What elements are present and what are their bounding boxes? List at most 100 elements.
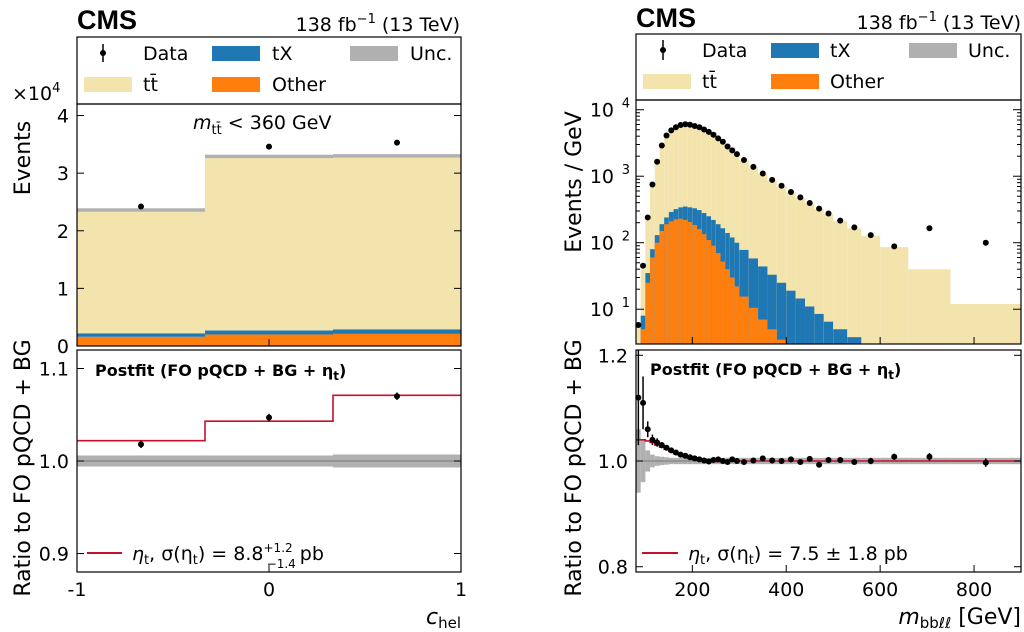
ttbar-bar [880,247,909,344]
other-bar [739,296,749,344]
ttbar-bar [795,198,806,344]
legend-ttbar-swatch-right [643,74,691,89]
model-legend-label-left: ηt, σ(ηt) = 8.8+1.2 −1.4 pb [132,541,324,571]
other-bar [687,221,693,344]
data-point [825,210,832,217]
ratio-point [806,455,813,462]
ratio-point [867,458,874,464]
right-ratio-yticks: 0.8 1.0 1.2 [598,345,1021,579]
data-point [686,121,693,128]
data-point [677,121,684,128]
ytick-label: 3 [57,163,69,185]
ytick-label: 0.8 [598,557,628,579]
ratio-point [787,456,794,463]
data-point [719,138,726,145]
other-bar [659,231,665,344]
left-top-yticks: 0 1 2 3 4 [57,106,461,358]
legend-other-label-left: Other [272,74,326,96]
data-point [710,131,717,138]
left-top-ylabel: Events [11,121,36,196]
left-ratio-yticks: 0.9 1.0 1.1 [39,359,461,566]
ttbar-bar [833,221,848,344]
ytick-label: 2 [57,221,69,243]
ttbar-bar [861,235,881,344]
ttbar-bar [758,173,768,344]
legend-ttbar-swatch-left [84,77,132,92]
tx-bar [767,274,777,344]
legend-unc-label-left: Unc. [410,43,452,65]
ratio-point [663,444,670,451]
data-point [266,143,272,150]
region-label-left: mtt̄ < 360 GeV [193,112,331,138]
data-point [797,194,804,201]
ytick-exponent: 4 [622,97,630,112]
legend-unc-label-right: Unc. [968,40,1010,62]
data-point [759,170,766,177]
ratio-point [769,457,776,464]
other-bar [715,253,721,344]
legend-box-right [635,33,1022,101]
ratio-point [691,455,698,462]
ratio-point [778,458,785,464]
other-bar [645,282,651,344]
ratio-point [266,414,272,421]
ratio-point [705,458,712,465]
data-point [787,188,794,195]
ytick-label: 0.9 [39,544,69,566]
data-point [701,126,708,133]
data-point [640,262,647,269]
ratio-point [672,449,679,456]
ratio-point [825,456,832,463]
cms-label-right: CMS [636,3,696,33]
ytick-label: 1.1 [39,359,69,381]
data-point [729,147,736,154]
other-bar [767,329,777,344]
data-point [851,224,858,231]
ratio-point [394,393,401,400]
ratio-point [926,453,933,460]
legend-other-swatch-left [212,77,260,92]
tx-bar [805,306,815,344]
data-point [696,124,703,131]
other-bar [682,219,688,344]
legend-data-dot-left [100,50,106,56]
right-xticks: 200 400 600 800 [674,337,992,601]
ratio-point [137,441,144,448]
tx-bar [847,337,862,344]
data-point [891,243,898,250]
tx-bar [823,321,834,344]
other-bar [729,277,735,344]
ttbar-bar [767,180,777,344]
tx-bar [205,330,333,335]
xtick-label: 1 [455,579,467,601]
unc-band [332,154,461,158]
data-point [649,181,656,188]
ratio-point [635,394,642,401]
ratio-point [729,456,736,463]
data-point [733,151,740,158]
ytick-label: 1 [57,278,69,300]
other-bar [668,221,674,344]
ratio-point [668,447,675,454]
tx-bar [748,258,759,344]
xtick-label: -1 [68,579,87,601]
ytick-exponent: 1 [622,296,630,311]
data-point [394,139,401,146]
legend-ttbar-label-right: tt̄ [702,69,717,93]
data-point [750,163,757,170]
ttbar-bar [786,192,796,344]
other-bar [776,339,787,344]
xtick-label: 600 [862,579,898,601]
ytick-label: 10 [590,299,614,321]
tx-bar [814,313,824,344]
legend-other-label-right: Other [830,71,884,93]
ratio-point [696,456,703,463]
legend-other-swatch-right [771,74,819,89]
other-bar [720,261,726,344]
ratio-point [851,459,858,466]
unc-band [205,154,333,159]
legend-tx-label-right: tX [830,40,850,62]
data-point [663,132,670,139]
xtick-label: 800 [956,579,992,601]
data-point [644,214,651,221]
